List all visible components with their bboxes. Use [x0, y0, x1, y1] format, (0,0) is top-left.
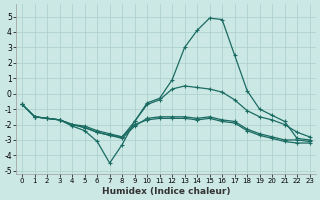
X-axis label: Humidex (Indice chaleur): Humidex (Indice chaleur)	[102, 187, 230, 196]
